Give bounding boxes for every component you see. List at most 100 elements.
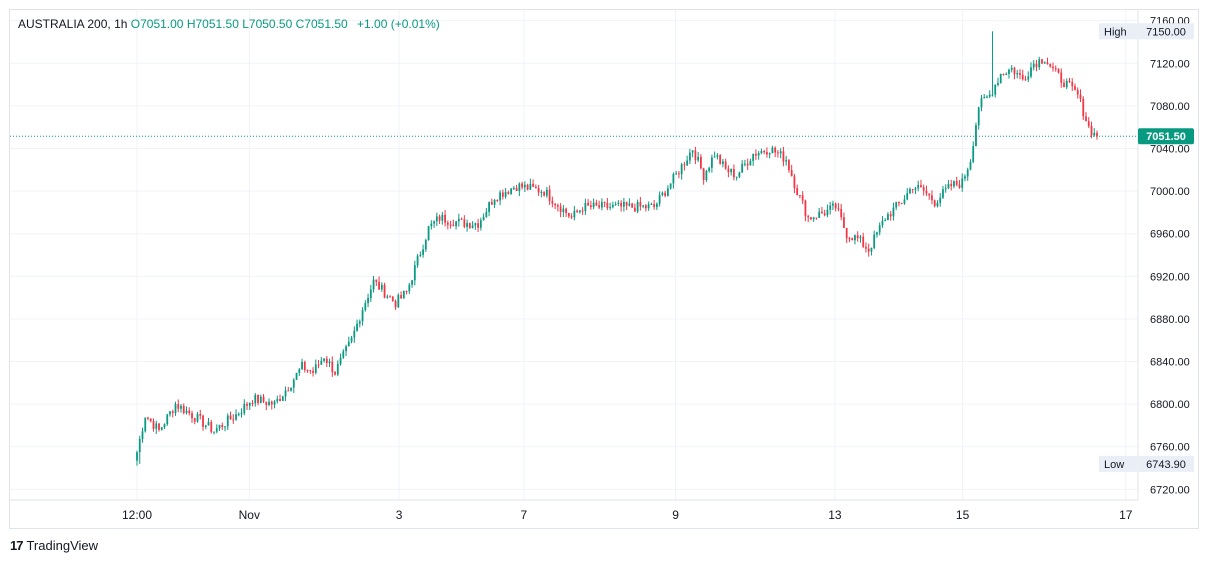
candle-body (878, 225, 881, 233)
candle-body (323, 358, 325, 361)
candle-body (240, 413, 243, 415)
candle-body (444, 214, 446, 223)
candle-body (988, 94, 991, 97)
y-tick-label: 6840.00 (1150, 357, 1190, 369)
candle-body (889, 214, 892, 217)
candle-body (997, 82, 999, 85)
candle-body (716, 155, 719, 157)
candle-body (1008, 69, 1010, 74)
candle-body (1068, 80, 1071, 82)
candle-body (496, 199, 499, 201)
candle-body (752, 153, 755, 161)
candle-body (807, 216, 810, 218)
candle-body (958, 184, 961, 188)
candle-body (259, 396, 262, 403)
candle-body (749, 160, 752, 166)
candle-body (733, 168, 735, 178)
candle-body (581, 210, 584, 212)
candle-body (642, 205, 645, 207)
candle-body (821, 211, 823, 214)
symbol-label[interactable]: AUSTRALIA 200 (18, 17, 108, 31)
candle-body (620, 202, 623, 207)
candle-body (482, 217, 485, 221)
candle-body (782, 151, 785, 162)
candle-body (551, 200, 554, 204)
candle-body (655, 203, 658, 208)
last-price-label: 7051.50 (1146, 131, 1186, 143)
candle-body (966, 169, 969, 177)
y-tick-label: 7000.00 (1150, 186, 1190, 198)
candle-body (991, 94, 994, 96)
candle-body (466, 223, 468, 227)
candle-body (556, 205, 559, 207)
candle-body (279, 398, 281, 401)
candle-body (158, 423, 160, 430)
candle-body (633, 207, 636, 212)
candle-body (336, 364, 339, 375)
candle-body (504, 192, 507, 197)
candle-body (1079, 94, 1082, 99)
candle-body (138, 438, 141, 453)
candle-body (699, 156, 702, 169)
candle-body (705, 170, 708, 181)
candle-body (375, 279, 378, 282)
candle-body (314, 364, 317, 373)
candle-body (1049, 64, 1052, 67)
candle-body (565, 208, 568, 214)
candle-body (653, 204, 656, 208)
candle-body (493, 199, 496, 205)
close-value: C7051.50 (295, 17, 348, 31)
candle-body (196, 414, 199, 422)
candle-body (887, 214, 889, 221)
branding[interactable]: 17 TradingView (10, 538, 98, 553)
candle-body (666, 188, 669, 196)
candle-body (532, 183, 535, 187)
candle-body (273, 401, 276, 405)
candle-body (677, 173, 680, 175)
candle-body (829, 205, 832, 210)
candle-body (180, 405, 182, 409)
candle-body (1063, 82, 1065, 88)
low-marker-tag-label: Low (1104, 459, 1124, 471)
candle-body (1076, 89, 1079, 95)
candle-body (416, 256, 419, 266)
candle-body (881, 220, 884, 226)
candle-body (455, 221, 457, 227)
x-tick-label: 13 (828, 508, 842, 522)
candle-body (152, 421, 155, 429)
candle-body (823, 213, 826, 216)
candle-body (477, 223, 479, 228)
interval-label[interactable]: 1h (114, 17, 128, 31)
candle-body (545, 189, 548, 196)
candle-body (1002, 74, 1005, 76)
candle-body (460, 218, 463, 220)
candle-body (969, 161, 972, 170)
candle-body (796, 188, 799, 196)
candle-body (193, 418, 196, 422)
candle-body (226, 415, 229, 427)
candle-body (909, 189, 911, 194)
candle-body (419, 254, 422, 257)
candle-body (755, 153, 757, 156)
y-tick-label: 6960.00 (1150, 229, 1190, 241)
candle-body (325, 358, 328, 363)
candle-body (964, 176, 966, 179)
candle-body (287, 390, 290, 392)
candle-body (567, 213, 570, 217)
candle-body (865, 246, 867, 249)
x-tick-label: 7 (521, 508, 528, 522)
candle-body (136, 452, 138, 461)
candle-body (683, 164, 686, 166)
candle-body (380, 284, 383, 290)
candle-body (1082, 98, 1085, 117)
candle-body (587, 202, 590, 206)
low-marker-tag (1099, 455, 1137, 472)
candle-body (248, 403, 251, 406)
candle-body (394, 300, 397, 308)
candle-body (262, 396, 265, 402)
candle-body (501, 192, 504, 197)
candle-body (661, 192, 664, 196)
candle-body (218, 424, 221, 429)
candle-body (485, 211, 488, 218)
